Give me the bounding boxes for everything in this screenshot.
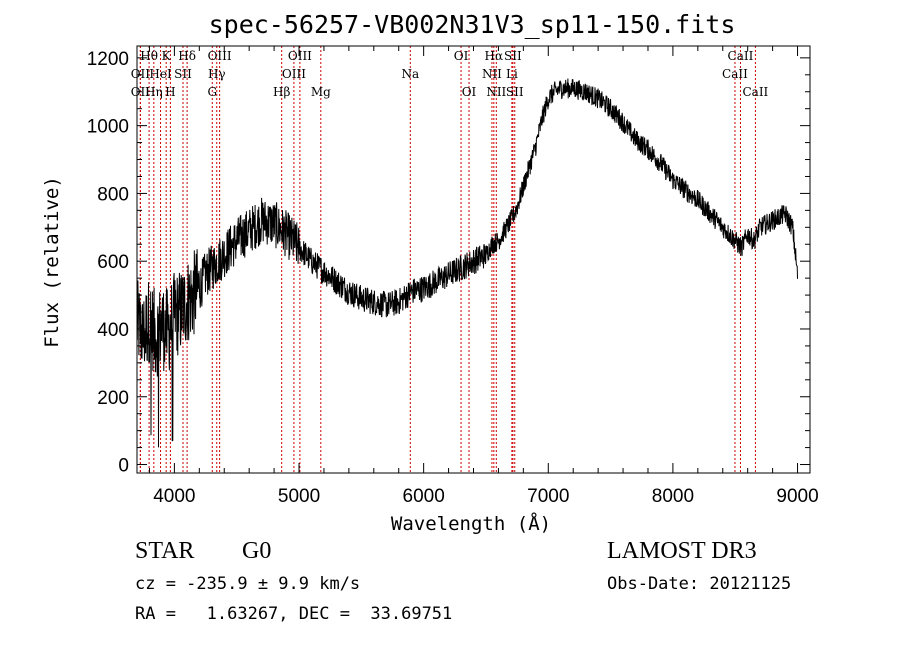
- x-tick-label: 7000: [527, 486, 569, 507]
- spectral-line-label: Hη: [145, 85, 163, 99]
- spectral-line-label: OI: [454, 49, 469, 63]
- x-tick-label: 5000: [278, 486, 320, 507]
- spectral-line-label: G: [207, 85, 217, 99]
- object-subclass: G0: [242, 538, 272, 564]
- y-tick-label: 0: [118, 456, 129, 477]
- spectral-line-label: Hα: [485, 49, 504, 63]
- y-tick-label: 600: [97, 252, 129, 273]
- coordinates-text: RA = 1.63267, DEC = 33.69751: [135, 604, 453, 624]
- y-tick-label: 1200: [87, 49, 129, 70]
- x-axis-ticks: 4000 5000 6000 7000 8000 9000: [148, 46, 819, 507]
- chart-title: spec-56257-VB002N31V3_sp11-150.fits: [209, 10, 736, 39]
- redshift-text: cz = -235.9 ± 9.9 km/s: [135, 574, 361, 594]
- spectral-line-label: Li: [506, 67, 518, 81]
- spectral-line-label: Hθ: [140, 49, 158, 63]
- spectrum-line: [136, 78, 798, 448]
- spectral-line-label: NII: [482, 67, 502, 81]
- spectral-line-label: CaII: [742, 85, 768, 99]
- spectral-line-label: SII: [504, 49, 522, 63]
- spectral-line-label: OI: [462, 85, 477, 99]
- spectral-line-label: Hδ: [178, 49, 196, 63]
- y-tick-label: 800: [97, 184, 129, 205]
- x-tick-label: 8000: [652, 486, 694, 507]
- spectral-line-label: Mg: [311, 85, 331, 99]
- spectral-line-label: CaII: [722, 67, 748, 81]
- spectral-line-markers: [139, 46, 756, 473]
- spectral-line-label: OII: [131, 67, 151, 81]
- y-tick-label: 1000: [87, 117, 129, 138]
- spectral-line-label: OIII: [282, 67, 306, 81]
- spectral-line-label: HeI: [149, 67, 172, 81]
- object-class: STAR: [135, 538, 195, 564]
- y-tick-label: 400: [97, 320, 129, 341]
- spectral-line-label: H: [165, 85, 175, 99]
- spectral-line-label: OIII: [288, 49, 312, 63]
- obs-date-text: Obs-Date: 20121125: [607, 574, 792, 594]
- spectral-line-label: SII: [174, 67, 192, 81]
- spectral-line-label: Na: [401, 67, 419, 81]
- spectral-line-label: NII: [486, 85, 506, 99]
- spectral-line-label: OIII: [208, 49, 232, 63]
- spectral-line-label: SII: [506, 85, 524, 99]
- spectral-line-label: K: [162, 49, 172, 63]
- x-tick-label: 9000: [776, 486, 818, 507]
- spectral-line-label: Hγ: [208, 67, 226, 81]
- x-tick-label: 4000: [153, 486, 195, 507]
- x-tick-label: 6000: [403, 486, 445, 507]
- y-tick-label: 200: [97, 388, 129, 409]
- y-axis-ticks: 0 200 400 600 800 1000 1200: [87, 49, 810, 477]
- survey-name: LAMOST DR3: [607, 538, 757, 564]
- y-axis-label: Flux (relative): [41, 176, 63, 348]
- spectral-line-label: CaII: [728, 49, 754, 63]
- spectral-line-label: Hβ: [273, 85, 290, 99]
- x-axis-label: Wavelength (Å): [391, 512, 551, 535]
